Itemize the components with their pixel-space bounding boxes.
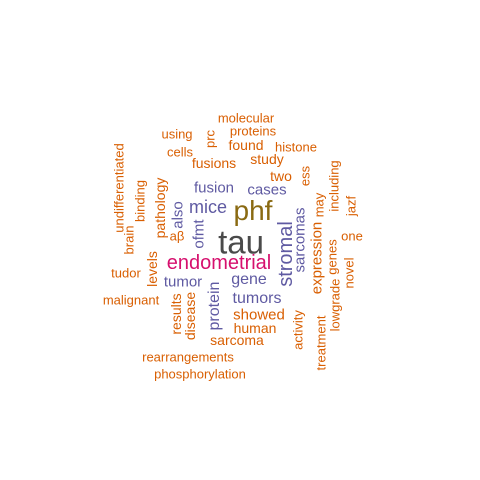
word-using: using: [161, 126, 193, 142]
word-tumor: tumor: [163, 273, 203, 291]
word-cells: cells: [166, 144, 194, 160]
word-ofmt: ofmt: [190, 219, 208, 249]
word-also: also: [169, 201, 187, 229]
word-human: human: [233, 320, 277, 336]
word-one: one: [341, 228, 363, 244]
word-levels: levels: [144, 251, 160, 287]
word-jazf: jazf: [343, 195, 359, 217]
word-tudor: tudor: [111, 265, 141, 281]
word-rearrangements: rearrangements: [142, 349, 234, 365]
word-activity: activity: [290, 310, 306, 350]
word-malignant: malignant: [102, 292, 160, 308]
word-fusions: fusions: [191, 155, 237, 171]
word-ess: ess: [297, 165, 313, 187]
word-study: study: [250, 151, 284, 167]
word-brain: brain: [121, 225, 137, 255]
word-found: found: [228, 137, 264, 153]
word-disease: disease: [182, 291, 198, 341]
word-genes: genes: [324, 239, 340, 275]
word-undifferentiated: undifferentiated: [111, 143, 127, 233]
word-two: two: [270, 168, 292, 184]
word-lowgrade: lowgrade: [327, 278, 343, 332]
word-phosphorylation: phosphorylation: [154, 366, 246, 382]
word-phf: phf: [233, 195, 273, 226]
word-endometrial: endometrial: [166, 252, 272, 274]
word-fusion: fusion: [193, 179, 235, 197]
word-mice: mice: [188, 197, 228, 217]
word-sarcoma: sarcoma: [210, 332, 264, 348]
word-results: results: [168, 293, 184, 335]
word-expression: expression: [308, 221, 326, 295]
word-prc: prc: [202, 129, 218, 149]
word-treatment: treatment: [313, 315, 329, 371]
word-may: may: [311, 192, 327, 218]
word-protein: protein: [206, 281, 223, 331]
word-proteins: proteins: [229, 123, 277, 139]
word-tau: tau: [218, 223, 264, 261]
word-showed: showed: [233, 306, 285, 324]
word-sarcomas: sarcomas: [291, 207, 309, 273]
word-tumors: tumors: [232, 290, 282, 307]
word-binding: binding: [132, 180, 148, 222]
word-molecular: molecular: [217, 110, 275, 126]
word-including: including: [326, 160, 342, 212]
word-a-beta: aβ: [169, 228, 185, 244]
word-histone: histone: [275, 139, 317, 155]
word-gene: gene: [231, 271, 267, 288]
word-novel: novel: [341, 257, 357, 289]
word-cases: cases: [247, 181, 287, 199]
word-pathology: pathology: [152, 177, 168, 239]
